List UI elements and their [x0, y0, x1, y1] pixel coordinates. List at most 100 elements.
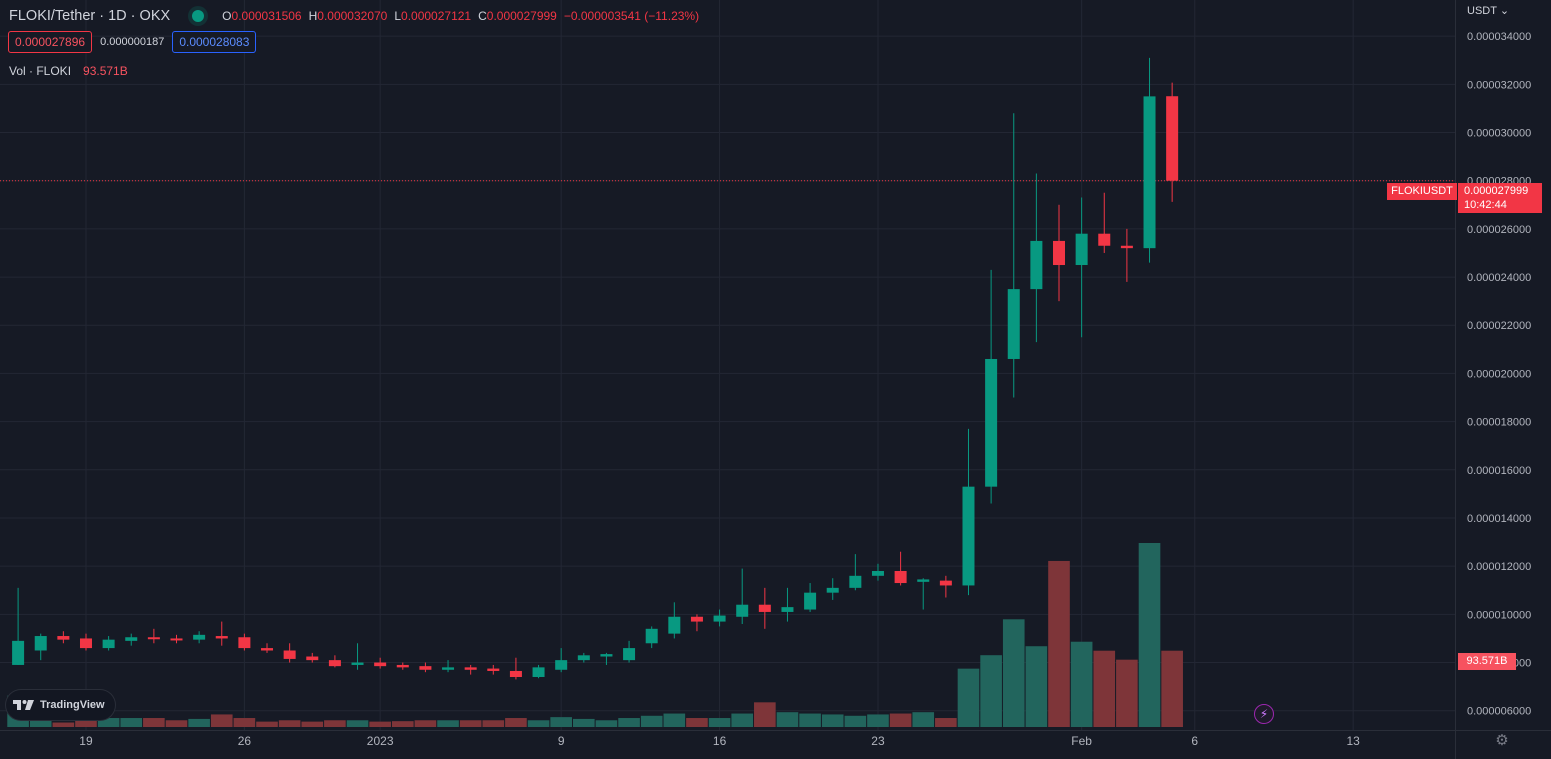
candle-body [917, 579, 930, 582]
y-tick-label: 0.000026000 [1467, 224, 1531, 236]
candle-body [532, 667, 545, 677]
candle-body [1007, 289, 1020, 359]
volume-bar [301, 721, 324, 727]
last-price-tag: 0.000027999 10:42:44 [1458, 183, 1542, 213]
volume-bar [1025, 646, 1048, 727]
volume-bar [754, 702, 776, 727]
volume-label: Vol · FLOKI [9, 64, 72, 78]
volume-bar [278, 720, 301, 727]
x-tick-label: 2023 [367, 734, 394, 748]
high-label: H [308, 9, 318, 23]
volume-bar [595, 720, 618, 727]
candle-body [600, 654, 613, 657]
volume-bar [143, 718, 165, 727]
x-tick-label: 19 [79, 734, 93, 748]
symbol-price-label: FLOKIUSDT [1387, 183, 1457, 200]
tradingview-logo[interactable]: TradingView [6, 690, 115, 720]
candle-body [939, 580, 952, 586]
candle-body [1166, 96, 1179, 181]
candle-body [758, 604, 771, 612]
volume-bar [414, 720, 437, 727]
change-value: −0.000003541 (−11.23%) [563, 9, 700, 23]
symbol-title[interactable]: FLOKI/Tether · 1D · OKX [9, 8, 171, 24]
y-tick-label: 0.000032000 [1467, 79, 1531, 91]
y-tick-label: 0.000034000 [1467, 31, 1531, 43]
candle-body [215, 636, 228, 639]
volume-bar [731, 713, 754, 727]
x-tick-label: 13 [1346, 734, 1360, 748]
close-label: C [478, 9, 487, 23]
candle-body [79, 638, 92, 649]
volume-bar [97, 718, 120, 727]
candle-body [781, 607, 794, 612]
y-tick-label: 0.000006000 [1467, 706, 1531, 718]
candle-body [193, 634, 206, 640]
candle-body [1120, 245, 1133, 249]
volume-legend[interactable]: Vol · FLOKI 93.571B [9, 64, 128, 78]
y-tick-label: 0.000010000 [1467, 609, 1531, 621]
volume-bar [912, 712, 935, 727]
candle-body [623, 648, 636, 661]
candle-body [306, 656, 319, 661]
volume-bar [346, 720, 369, 727]
candle-body [464, 667, 477, 670]
volume-bar [437, 720, 459, 727]
volume-bar [210, 714, 233, 727]
candle-body [1143, 96, 1156, 249]
candle-body [713, 615, 726, 622]
candle-body [442, 667, 455, 670]
volume-bar [663, 713, 686, 727]
buy-price-button[interactable]: 0.000028083 [172, 31, 257, 53]
y-tick-label: 0.000030000 [1467, 128, 1531, 140]
volume-bar [550, 717, 572, 727]
volume-bar [980, 655, 1002, 727]
candle-body [645, 628, 658, 644]
ohlc-values: O 0.000031506 H 0.000032070 L 0.000027121 C… [222, 9, 706, 23]
candle-body [261, 648, 274, 651]
x-tick-label: 26 [238, 734, 252, 748]
volume-bar [120, 718, 143, 727]
candle-body [419, 666, 432, 670]
candle-body [125, 637, 138, 641]
x-tick-label: 23 [871, 734, 885, 748]
volume-bar [1093, 650, 1116, 727]
x-tick-label: 9 [558, 734, 565, 748]
quote-row: 0.000027896 0.000000187 0.000028083 [8, 31, 257, 53]
volume-bar [391, 721, 414, 727]
volume-bar [572, 718, 595, 727]
candle-body [871, 570, 884, 576]
volume-bar [821, 714, 844, 727]
candle-body [12, 640, 25, 665]
y-tick-label: 0.000020000 [1467, 368, 1531, 380]
y-tick-label: 0.000022000 [1467, 320, 1531, 332]
candle-body [577, 655, 590, 661]
candle-body [804, 592, 817, 610]
market-status-icon [192, 10, 205, 22]
bar-countdown: 10:42:44 [1464, 199, 1507, 211]
flash-icon[interactable]: ⚡ [1254, 704, 1274, 724]
candle-body [396, 664, 409, 668]
candle-body [736, 604, 749, 617]
open-label: O [222, 9, 232, 23]
candle-body [238, 637, 251, 649]
volume-bar [256, 721, 278, 727]
volume-bar [188, 718, 210, 727]
candle-body [487, 668, 500, 671]
tradingview-logo-icon [13, 700, 34, 710]
volume-bar [505, 718, 527, 727]
low-label: L [394, 9, 402, 23]
candle-body [1030, 240, 1043, 290]
x-tick-label: 16 [713, 734, 727, 748]
volume-bar [52, 722, 75, 727]
sell-price-button[interactable]: 0.000027896 [8, 31, 93, 53]
currency-selector[interactable]: USDT ⌄ [1467, 4, 1509, 17]
gear-icon[interactable]: ⚙ [1495, 732, 1509, 749]
volume-bar [935, 718, 957, 727]
candle-body [147, 637, 160, 640]
volume-bar [369, 721, 391, 727]
candle-body [34, 636, 47, 651]
volume-bar [640, 715, 663, 727]
volume-bar [867, 714, 889, 727]
